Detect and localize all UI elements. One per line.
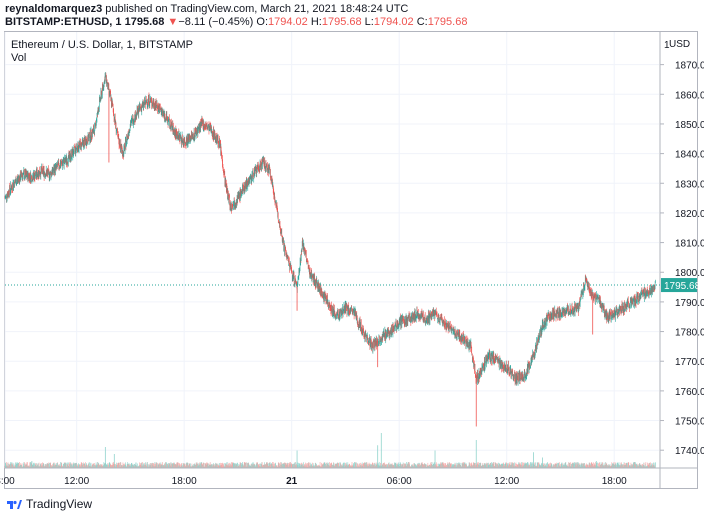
- open-value: 1794.02: [268, 16, 308, 28]
- x-tick-label: 06:00: [387, 476, 412, 487]
- quote-line: BITSTAMP:ETHUSD, 1 1795.68 ▼−8.11 (−0.45…: [5, 16, 467, 28]
- y-tick-label: 1860.00: [675, 90, 704, 101]
- high-label: H:: [310, 16, 322, 28]
- currency-label: USD: [669, 39, 690, 50]
- y-tick-label: 1: [664, 40, 670, 51]
- published-text: published on TradingView.com, March 21, …: [105, 3, 409, 15]
- close-value: 1795.68: [427, 16, 468, 28]
- x-tick-label: 8:00: [0, 476, 15, 487]
- down-arrow-icon: ▼: [167, 16, 179, 28]
- tradingview-logo-icon: [7, 500, 22, 509]
- y-tick-label: 1770.00: [675, 357, 704, 368]
- y-tick-label: 1790.00: [675, 298, 704, 309]
- legend-title: Ethereum / U.S. Dollar, 1, BITSTAMP: [11, 39, 193, 51]
- x-tick-label: 12:00: [64, 476, 89, 487]
- y-tick-label: 1820.00: [675, 209, 704, 220]
- legend-volume: Vol: [11, 52, 26, 64]
- last-price-label: 1795.68: [664, 281, 701, 292]
- low-label: L:: [364, 16, 374, 28]
- x-tick-label: 18:00: [172, 476, 197, 487]
- y-tick-label: 1870.00: [675, 61, 704, 72]
- y-tick-label: 1850.00: [675, 120, 704, 131]
- y-tick-label: 1830.00: [675, 179, 704, 190]
- y-tick-label: 1810.00: [675, 239, 704, 250]
- footer[interactable]: TradingView: [6, 497, 92, 511]
- x-tick-label: 12:00: [494, 476, 519, 487]
- close-label: C:: [416, 16, 428, 28]
- brand-name: TradingView: [26, 497, 93, 511]
- x-tick-label: 21: [286, 476, 298, 487]
- y-tick-label: 1840.00: [675, 150, 704, 161]
- y-tick-label: 1750.00: [675, 417, 704, 428]
- y-tick-label: 1760.00: [675, 387, 704, 398]
- open-label: O:: [256, 16, 269, 28]
- price-change: −8.11 (−0.45%): [178, 16, 254, 28]
- publish-info: reynaldomarquez3 published on TradingVie…: [5, 3, 408, 15]
- y-tick-label: 1800.00: [675, 268, 704, 279]
- last-price: 1795.68: [124, 16, 165, 28]
- symbol-label: BITSTAMP:ETHUSD, 1: [5, 16, 122, 28]
- high-value: 1795.68: [321, 16, 362, 28]
- y-tick-label: 1780.00: [675, 328, 704, 339]
- author-name[interactable]: reynaldomarquez3: [5, 3, 103, 15]
- last-price-tag: [661, 278, 697, 293]
- y-tick-label: 1740.00: [675, 446, 704, 457]
- x-tick-label: 18:00: [602, 476, 627, 487]
- low-value: 1794.02: [373, 16, 414, 28]
